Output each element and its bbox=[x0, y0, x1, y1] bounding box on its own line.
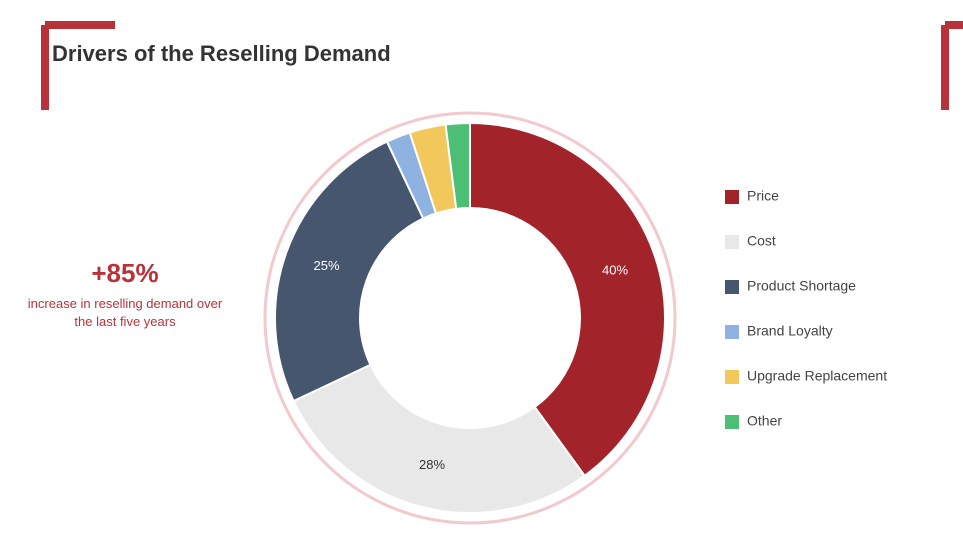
value-label: 25% bbox=[314, 258, 340, 273]
value-label: 40% bbox=[602, 262, 628, 277]
slice bbox=[274, 140, 425, 403]
legend-label: Upgrade Replacement bbox=[747, 368, 887, 384]
legend-label: Price bbox=[747, 188, 779, 204]
legend-label: Other bbox=[747, 413, 782, 429]
legend-swatch bbox=[725, 325, 739, 339]
slice bbox=[444, 121, 471, 210]
slices: 40% 28% 25% bbox=[274, 121, 666, 514]
legend-label: Cost bbox=[747, 233, 776, 249]
slice bbox=[292, 363, 587, 514]
side-bracket bbox=[941, 21, 963, 110]
callout-value: +85% bbox=[91, 258, 158, 288]
legend-swatch bbox=[725, 235, 739, 249]
slice bbox=[469, 121, 666, 478]
legend-label: Product Shortage bbox=[747, 278, 856, 294]
value-label: 28% bbox=[419, 457, 445, 472]
legend-swatch bbox=[725, 370, 739, 384]
title-bracket bbox=[41, 21, 115, 110]
callout-box: increase in reselling demand over the la… bbox=[27, 296, 223, 330]
callout-text: increase in reselling demand over the la… bbox=[27, 296, 223, 330]
legend-swatch bbox=[725, 280, 739, 294]
chart-title: Drivers of the Reselling Demand bbox=[52, 41, 391, 66]
legend-swatch bbox=[725, 415, 739, 429]
outer-ring bbox=[263, 111, 677, 525]
legend-swatch bbox=[725, 190, 739, 204]
legend: Price Cost Product Shortage Brand Loyalty Up… bbox=[725, 188, 887, 429]
legend-label: Brand Loyalty bbox=[747, 323, 833, 339]
